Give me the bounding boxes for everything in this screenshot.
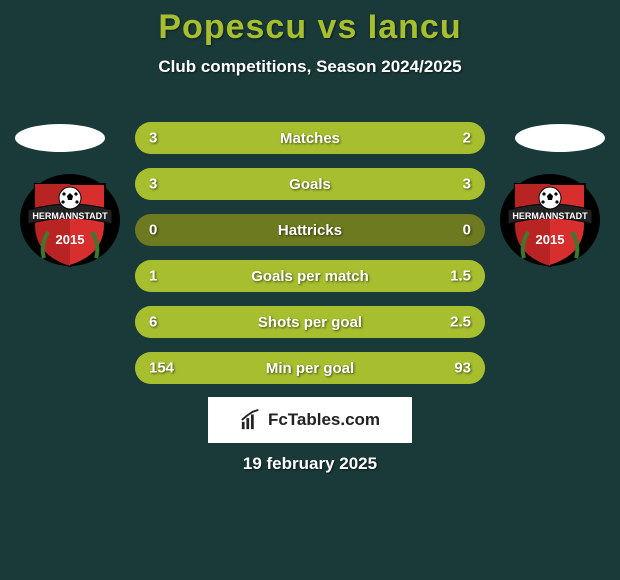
stats-container: 3 2 Matches 3 3 Goals 0 0 Hattricks 1 1.5 Goals per… bbox=[135, 122, 485, 398]
stat-row: 3 3 Goals bbox=[135, 168, 485, 200]
fctables-logo-icon bbox=[240, 409, 262, 431]
svg-text:HERMANNSTADT: HERMANNSTADT bbox=[512, 211, 588, 221]
page-subtitle: Club competitions, Season 2024/2025 bbox=[0, 57, 620, 77]
stat-row: 0 0 Hattricks bbox=[135, 214, 485, 246]
stat-value-right: 3 bbox=[463, 176, 471, 193]
stat-label: Goals bbox=[289, 176, 331, 193]
player-photo-placeholder-right bbox=[515, 124, 605, 152]
date-text: 19 february 2025 bbox=[0, 454, 620, 474]
stat-label: Matches bbox=[280, 130, 340, 147]
stat-value-right: 2 bbox=[463, 130, 471, 147]
stat-row: 154 93 Min per goal bbox=[135, 352, 485, 384]
stat-row: 3 2 Matches bbox=[135, 122, 485, 154]
stat-value-left: 6 bbox=[149, 314, 157, 331]
stat-value-right: 1.5 bbox=[450, 268, 471, 285]
svg-text:HERMANNSTADT: HERMANNSTADT bbox=[32, 211, 108, 221]
stat-fill-right bbox=[310, 168, 485, 200]
stat-fill-left bbox=[135, 168, 310, 200]
stat-row: 6 2.5 Shots per goal bbox=[135, 306, 485, 338]
page-title: Popescu vs Iancu bbox=[0, 0, 620, 47]
player-photo-placeholder-left bbox=[15, 124, 105, 152]
stat-label: Min per goal bbox=[266, 360, 354, 377]
stat-label: Goals per match bbox=[251, 268, 369, 285]
stat-label: Shots per goal bbox=[258, 314, 362, 331]
stat-label: Hattricks bbox=[278, 222, 342, 239]
stat-value-left: 3 bbox=[149, 130, 157, 147]
stat-value-left: 3 bbox=[149, 176, 157, 193]
fctables-logo-text: FcTables.com bbox=[268, 410, 380, 430]
stat-value-left: 1 bbox=[149, 268, 157, 285]
stat-value-left: 154 bbox=[149, 360, 174, 377]
stat-row: 1 1.5 Goals per match bbox=[135, 260, 485, 292]
club-badge-right: HERMANNSTADT 2015 bbox=[500, 170, 600, 270]
stat-value-right: 93 bbox=[454, 360, 471, 377]
stat-value-left: 0 bbox=[149, 222, 157, 239]
stat-value-right: 0 bbox=[463, 222, 471, 239]
club-badge-left: HERMANNSTADT 2015 bbox=[20, 170, 120, 270]
fctables-logo: FcTables.com bbox=[208, 397, 412, 443]
svg-text:2015: 2015 bbox=[536, 232, 565, 247]
svg-text:2015: 2015 bbox=[56, 232, 85, 247]
comparison-infographic: Popescu vs Iancu Club competitions, Seas… bbox=[0, 0, 620, 580]
stat-value-right: 2.5 bbox=[450, 314, 471, 331]
